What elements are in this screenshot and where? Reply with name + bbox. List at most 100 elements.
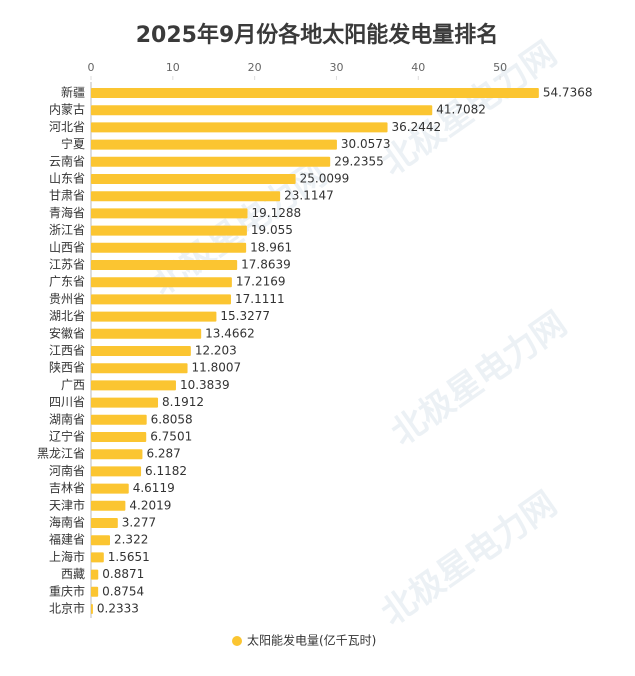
data-label: 0.2333 bbox=[97, 602, 139, 616]
data-label: 6.287 bbox=[146, 447, 180, 461]
data-label: 4.2019 bbox=[129, 498, 171, 512]
bar bbox=[91, 191, 281, 202]
y-tick-label: 贵州省 bbox=[49, 292, 85, 306]
bar bbox=[91, 535, 110, 546]
data-label: 54.7368 bbox=[543, 86, 593, 100]
y-tick-label: 新疆 bbox=[61, 85, 85, 100]
y-tick-label: 宁夏 bbox=[61, 136, 85, 151]
data-label: 6.8058 bbox=[151, 412, 193, 426]
data-label: 1.5651 bbox=[108, 550, 150, 564]
y-tick-label: 广西 bbox=[61, 378, 85, 392]
y-tick-label: 云南省 bbox=[49, 153, 85, 168]
bar bbox=[91, 604, 93, 614]
data-label: 4.6119 bbox=[133, 481, 175, 495]
data-label: 29.2355 bbox=[334, 154, 384, 168]
data-label: 25.0099 bbox=[300, 172, 350, 186]
y-tick-label: 浙江省 bbox=[49, 223, 85, 237]
data-label: 17.2169 bbox=[236, 275, 286, 289]
y-tick-label: 北京市 bbox=[49, 601, 85, 616]
watermark: 北极星电力网 bbox=[374, 484, 564, 634]
data-label: 41.7082 bbox=[436, 103, 486, 117]
data-label: 2.322 bbox=[114, 533, 148, 547]
y-tick-label: 吉林省 bbox=[49, 481, 85, 495]
bar bbox=[91, 346, 191, 356]
bar bbox=[91, 586, 99, 597]
data-label: 17.8639 bbox=[241, 258, 291, 272]
y-tick-label: 西藏 bbox=[61, 567, 85, 581]
y-tick-label: 黑龙江省 bbox=[37, 447, 85, 461]
bar bbox=[91, 156, 331, 167]
bar bbox=[91, 363, 188, 374]
bar bbox=[91, 449, 143, 460]
y-tick-label: 辽宁省 bbox=[49, 429, 85, 444]
bar bbox=[91, 225, 247, 236]
data-label: 0.8871 bbox=[102, 567, 144, 581]
y-tick-label: 湖南省 bbox=[49, 411, 85, 426]
bar bbox=[91, 208, 248, 219]
y-tick-label: 四川省 bbox=[49, 395, 85, 409]
y-tick-label: 山东省 bbox=[49, 172, 85, 186]
data-label: 36.2442 bbox=[392, 120, 442, 134]
data-label: 8.1912 bbox=[162, 395, 204, 409]
y-tick-label: 陕西省 bbox=[49, 360, 85, 375]
bar bbox=[91, 380, 176, 391]
bar bbox=[91, 569, 99, 580]
x-tick-label: 40 bbox=[411, 61, 425, 74]
bar bbox=[91, 277, 232, 288]
bar bbox=[91, 122, 388, 133]
y-tick-label: 福建省 bbox=[49, 532, 85, 547]
bar bbox=[91, 518, 118, 528]
y-tick-label: 安徽省 bbox=[49, 325, 85, 340]
data-label: 0.8754 bbox=[102, 584, 144, 598]
bar bbox=[91, 294, 231, 305]
bar bbox=[91, 483, 129, 494]
bar bbox=[91, 260, 238, 270]
y-tick-label: 山西省 bbox=[49, 240, 85, 254]
bar bbox=[91, 328, 202, 339]
y-tick-label: 青海省 bbox=[49, 205, 85, 220]
data-label: 18.961 bbox=[250, 240, 292, 254]
bar bbox=[91, 414, 147, 425]
y-tick-label: 天津市 bbox=[49, 497, 85, 512]
y-tick-label: 湖北省 bbox=[49, 308, 85, 323]
y-tick-label: 河南省 bbox=[49, 463, 85, 478]
chart-title: 2025年9月份各地太阳能发电量排名 bbox=[136, 22, 499, 48]
watermark: 北极星电力网 bbox=[384, 304, 574, 454]
data-label: 15.3277 bbox=[220, 309, 270, 323]
y-tick-label: 重庆市 bbox=[49, 583, 85, 598]
y-tick-label: 江苏省 bbox=[49, 258, 85, 272]
bar bbox=[91, 105, 433, 116]
x-tick-label: 30 bbox=[329, 61, 343, 74]
y-tick-label: 河北省 bbox=[49, 120, 85, 134]
bar bbox=[91, 552, 104, 563]
data-label: 3.277 bbox=[122, 516, 156, 530]
x-tick-label: 10 bbox=[166, 61, 180, 74]
bar bbox=[91, 500, 126, 511]
bar bbox=[91, 88, 539, 98]
legend-label: 太阳能发电量(亿千瓦时) bbox=[247, 633, 376, 648]
data-label: 19.1288 bbox=[252, 206, 302, 220]
bar bbox=[91, 311, 217, 322]
y-tick-label: 江西省 bbox=[49, 344, 85, 358]
x-tick-label: 0 bbox=[88, 61, 95, 74]
y-tick-label: 海南省 bbox=[49, 515, 85, 530]
data-label: 23.1147 bbox=[284, 189, 334, 203]
legend-marker bbox=[232, 636, 242, 646]
bar bbox=[91, 242, 247, 253]
y-tick-label: 内蒙古 bbox=[49, 102, 85, 117]
y-tick-label: 上海市 bbox=[49, 549, 85, 564]
data-label: 6.7501 bbox=[150, 430, 192, 444]
y-tick-label: 广东省 bbox=[49, 275, 85, 289]
data-label: 17.1111 bbox=[235, 292, 285, 306]
bar bbox=[91, 397, 159, 408]
bar bbox=[91, 139, 337, 150]
bar bbox=[91, 466, 142, 477]
data-label: 12.203 bbox=[195, 344, 237, 358]
bar bbox=[91, 432, 147, 442]
bar bbox=[91, 174, 296, 184]
x-tick-label: 50 bbox=[493, 61, 507, 74]
y-tick-label: 甘肃省 bbox=[49, 189, 85, 203]
x-tick-label: 20 bbox=[248, 61, 262, 74]
data-label: 6.1182 bbox=[145, 464, 187, 478]
